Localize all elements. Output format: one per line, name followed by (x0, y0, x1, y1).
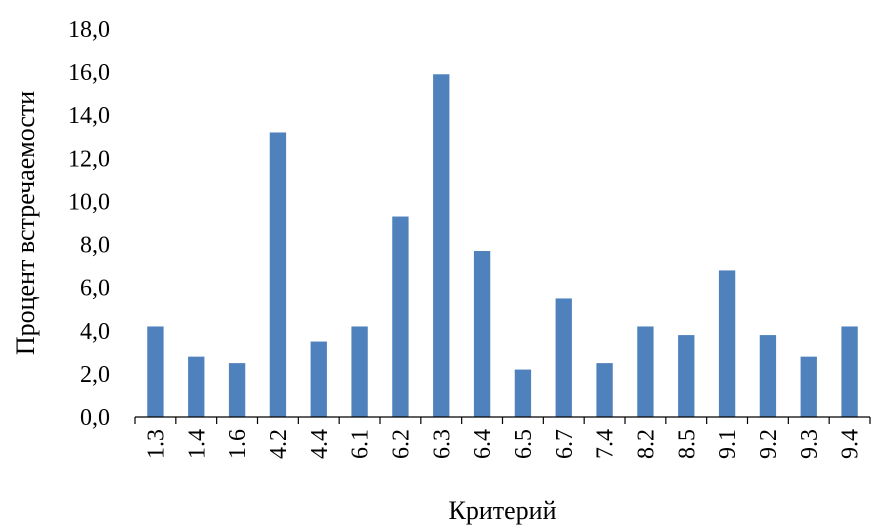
bar (678, 335, 695, 417)
bar (759, 335, 777, 417)
y-tick-label: 6,0 (80, 276, 110, 302)
y-tick-label: 0,0 (80, 405, 110, 431)
x-tick-label: 4.2 (266, 429, 292, 459)
x-tick-label: 6.5 (511, 429, 537, 459)
x-tick-label: 1.4 (184, 429, 210, 459)
bar (841, 326, 858, 417)
x-tick-label: 8.5 (674, 429, 700, 459)
x-tick-label: 1.6 (225, 429, 251, 459)
x-tick-label: 6.4 (470, 429, 496, 459)
y-tick-label: 4,0 (80, 319, 110, 345)
x-tick-label: 9.1 (715, 429, 741, 459)
bars (147, 74, 858, 418)
x-tick-label: 9.4 (838, 429, 864, 459)
x-tick-label: 8.2 (633, 429, 659, 459)
y-tick-label: 8,0 (80, 233, 110, 259)
bar (514, 369, 532, 417)
bar (147, 326, 164, 417)
bar (555, 298, 572, 417)
bar (718, 270, 736, 417)
bar (188, 356, 205, 417)
x-tick-label: 9.2 (756, 429, 782, 459)
bar (351, 326, 368, 417)
bar (310, 341, 327, 417)
bar (228, 363, 246, 417)
y-axis-title: Процент встречаемости (11, 91, 40, 355)
y-tick-label: 10,0 (68, 189, 110, 215)
bar (392, 216, 409, 417)
x-tick-label: 6.1 (348, 429, 374, 459)
x-tick-label: 6.3 (429, 429, 455, 459)
x-tick-label: 7.4 (593, 429, 619, 459)
y-tick-label: 12,0 (68, 146, 110, 172)
x-tick-label: 6.2 (388, 429, 414, 459)
bar (596, 363, 613, 417)
bar (473, 251, 491, 417)
x-axis-ticks: 1.3 1.4 1.6 4.2 4.4 6.1 6.2 6.3 6.4 6.5 6.7 7.4 8.2 8… (134, 417, 871, 459)
x-tick-label: 4.4 (307, 429, 333, 459)
x-axis-title: Критерий (449, 496, 557, 525)
bar (800, 356, 817, 417)
x-tick-label: 1.3 (143, 429, 169, 459)
y-tick-label: 18,0 (68, 17, 110, 43)
bar (637, 326, 654, 417)
x-tick-label: 9.3 (797, 429, 823, 459)
y-tick-label: 14,0 (68, 103, 110, 129)
y-axis-ticks: 0,0 2,0 4,0 6,0 8,0 10,0 12,0 14,0 16,0 18,0 (68, 17, 110, 431)
y-tick-label: 2,0 (80, 362, 110, 388)
x-tick-label: 6.7 (552, 429, 578, 459)
y-tick-label: 16,0 (68, 60, 110, 86)
bar (433, 74, 450, 418)
bar (269, 132, 287, 417)
